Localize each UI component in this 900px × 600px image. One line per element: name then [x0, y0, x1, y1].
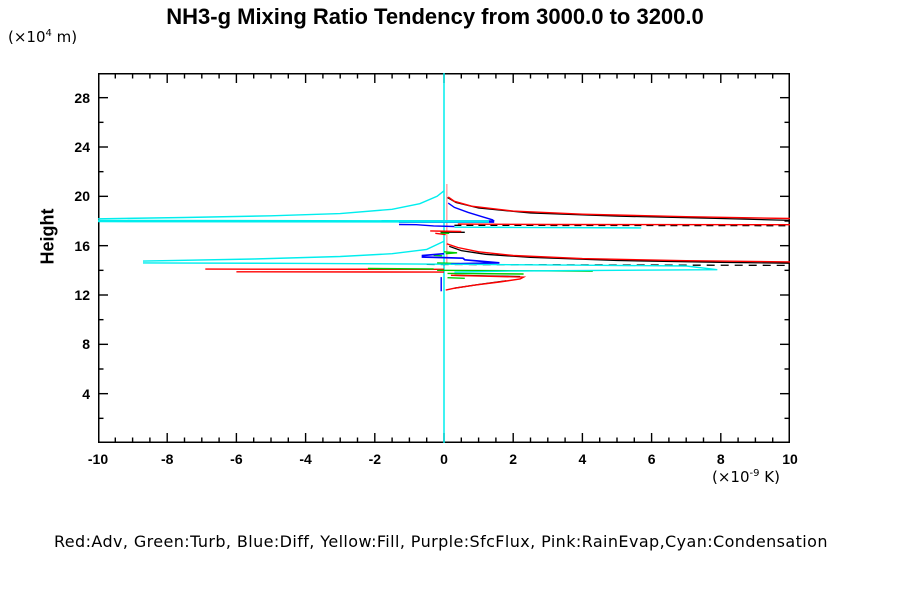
legend-text: Red:Adv, Green:Turb, Blue:Diff, Yellow:F…	[54, 532, 828, 551]
x-tick-label: 4	[578, 451, 587, 467]
y-tick-label: 24	[74, 139, 90, 155]
x-tick-label: -10	[87, 451, 109, 467]
y-axis-unit-label: (×104 m)	[8, 28, 78, 46]
y-tick-label: 8	[82, 336, 90, 353]
series-condensation-line	[98, 190, 718, 273]
x-tick-label: 10	[782, 451, 798, 467]
y-tick-label: 20	[74, 188, 90, 205]
x-tick-label: -6	[230, 451, 243, 467]
x-axis-unit-label: (×10-9 K)	[712, 468, 780, 486]
x-tick-label: 8	[716, 451, 725, 467]
chart-title: NH3-g Mixing Ratio Tendency from 3000.0 …	[166, 4, 704, 29]
plot-area	[98, 73, 790, 443]
y-axis-title: Height	[37, 208, 58, 265]
series-total_black-line	[426, 197, 790, 289]
x-tick-label: 2	[509, 451, 518, 467]
y-tick-label: 12	[74, 287, 90, 303]
series-adv-line	[205, 196, 790, 291]
x-tick-label: 6	[647, 451, 656, 467]
x-tick-label: 0	[440, 451, 448, 467]
x-tick-label: -4	[299, 451, 312, 467]
x-tick-label: -2	[368, 451, 382, 467]
y-tick-label: 28	[74, 89, 90, 106]
axis-ticks	[99, 74, 789, 442]
y-tick-label: 4	[82, 385, 90, 402]
plot-svg	[98, 73, 790, 443]
y-tick-label: 16	[74, 237, 90, 254]
x-tick-label: -8	[160, 451, 174, 467]
